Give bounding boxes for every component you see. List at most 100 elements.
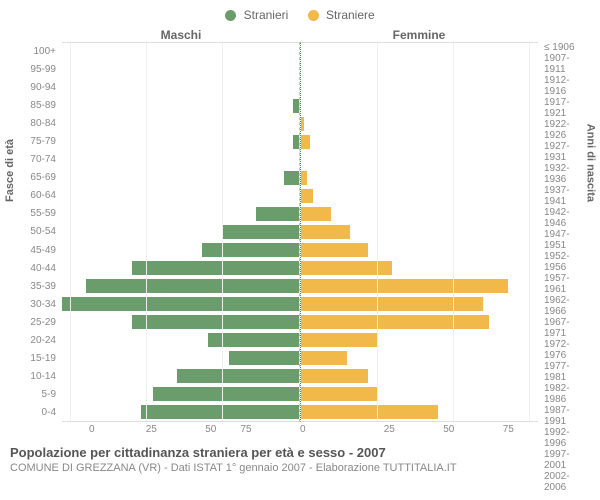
bar-row [301, 133, 538, 151]
male-bar [202, 243, 299, 257]
bar-row [62, 331, 299, 349]
birth-year-label: 1932-1936 [544, 163, 590, 185]
bar-row [301, 169, 538, 187]
chart-title: Popolazione per cittadinanza straniera p… [10, 445, 590, 460]
bar-row [301, 385, 538, 403]
bar-row [62, 97, 299, 115]
swatch-female [308, 10, 319, 21]
bar-row [301, 115, 538, 133]
bar-row [62, 241, 299, 259]
age-label: 10-14 [10, 368, 56, 386]
chart-subtitle: COMUNE DI GREZZANA (VR) - Dati ISTAT 1° … [10, 462, 590, 474]
birth-year-label: 1942-1946 [544, 207, 590, 229]
bar-row [301, 97, 538, 115]
y-axis-label-right: Anni di nascita [584, 124, 596, 202]
age-label: 70-74 [10, 151, 56, 169]
x-tick: 0 [62, 424, 122, 435]
female-bar [301, 225, 350, 239]
bar-row [62, 169, 299, 187]
bar-row [62, 133, 299, 151]
birth-year-label: 1952-1956 [544, 251, 590, 273]
bar-row [301, 187, 538, 205]
x-axis-left: 7550250 [62, 424, 300, 435]
female-bars-column [300, 42, 538, 422]
birth-year-label: 1947-1951 [544, 229, 590, 251]
male-bars-column [62, 42, 300, 422]
legend-female-label: Straniere [326, 8, 375, 22]
birth-year-label: 1937-1941 [544, 185, 590, 207]
bar-row [301, 205, 538, 223]
bar-row [62, 259, 299, 277]
bar-row [301, 151, 538, 169]
bar-row [62, 223, 299, 241]
age-label: 95-99 [10, 60, 56, 78]
bar-row [301, 79, 538, 97]
x-tick: 50 [181, 424, 241, 435]
bar-row [301, 295, 538, 313]
female-bar [301, 135, 310, 149]
chart-container: Stranieri Straniere Maschi Femmine Fasce… [0, 0, 600, 500]
birth-year-label: 1987-1991 [544, 405, 590, 427]
legend-female: Straniere [308, 8, 375, 22]
age-label: 75-79 [10, 132, 56, 150]
bar-row [301, 403, 538, 421]
age-label: 20-24 [10, 332, 56, 350]
x-tick: 75 [479, 424, 539, 435]
bar-row [62, 295, 299, 313]
header-male: Maschi [62, 28, 300, 42]
bar-row [62, 187, 299, 205]
x-tick: 75 [241, 424, 301, 435]
female-bar [301, 171, 307, 185]
bar-row [62, 403, 299, 421]
x-tick: 0 [300, 424, 360, 435]
female-bar [301, 315, 489, 329]
birth-year-label: 1927-1931 [544, 141, 590, 163]
x-tick: 25 [360, 424, 420, 435]
male-bar [177, 369, 299, 383]
age-label: 100+ [10, 42, 56, 60]
bar-row [301, 331, 538, 349]
male-bar [293, 135, 299, 149]
chart-footer: Popolazione per cittadinanza straniera p… [10, 445, 590, 474]
birth-year-labels-column: ≤ 19061907-19111912-19161917-19211922-19… [538, 42, 590, 422]
male-bar [293, 99, 299, 113]
birth-year-label: 1982-1986 [544, 383, 590, 405]
male-bar [132, 315, 299, 329]
male-bar [223, 225, 299, 239]
female-bar [301, 261, 392, 275]
bar-row [62, 43, 299, 61]
birth-year-label: 1992-1996 [544, 427, 590, 449]
age-label: 0-4 [10, 404, 56, 422]
bar-row [62, 61, 299, 79]
age-label: 60-64 [10, 187, 56, 205]
bar-row [62, 115, 299, 133]
female-bar [301, 279, 508, 293]
age-label: 65-69 [10, 169, 56, 187]
bar-row [62, 277, 299, 295]
female-bar [301, 243, 368, 257]
y-axis-label-left: Fasce di età [4, 139, 16, 202]
female-bar [301, 369, 368, 383]
birth-year-label: 1997-2001 [544, 449, 590, 471]
age-label: 55-59 [10, 205, 56, 223]
age-label: 50-54 [10, 223, 56, 241]
bar-row [62, 367, 299, 385]
legend: Stranieri Straniere [10, 8, 590, 22]
birth-year-label: ≤ 1906 [544, 42, 590, 53]
male-bar [208, 333, 299, 347]
age-label: 90-94 [10, 78, 56, 96]
age-labels-column: 100+95-9990-9485-8980-8475-7970-7465-696… [10, 42, 62, 422]
birth-year-label: 2002-2006 [544, 471, 590, 493]
male-bar [86, 279, 299, 293]
bar-row [62, 151, 299, 169]
male-bar [153, 387, 299, 401]
header-female: Femmine [300, 28, 538, 42]
female-bar [301, 387, 377, 401]
female-bar [301, 207, 331, 221]
bar-row [62, 313, 299, 331]
female-bar [301, 333, 377, 347]
legend-male-label: Stranieri [244, 8, 289, 22]
male-bar [132, 261, 299, 275]
age-label: 35-39 [10, 277, 56, 295]
swatch-male [225, 10, 236, 21]
